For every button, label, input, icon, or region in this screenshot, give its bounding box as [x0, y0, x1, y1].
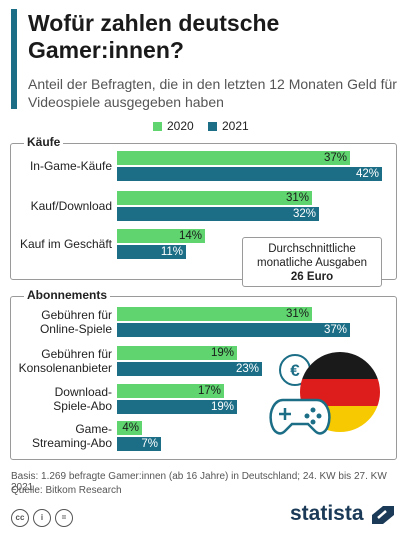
footer-source: Quelle: Bitkom Research — [11, 485, 122, 496]
legend-label-2020: 2020 — [167, 119, 194, 133]
gamepad-illustration: € — [269, 352, 380, 435]
legend-label-2021: 2021 — [222, 119, 249, 133]
legend-item-2021: 2021 — [208, 119, 249, 133]
by-icon: i — [33, 509, 51, 527]
bar-2021 — [117, 207, 319, 221]
section-title-abonnements: Abonnements — [24, 288, 111, 302]
bar-value-label: 23% — [235, 363, 259, 375]
legend: 2020 2021 — [0, 119, 405, 135]
chart-title: Wofür zahlen deutsche Gamer:innen? — [28, 10, 280, 63]
bar-value-label: 37% — [323, 324, 347, 336]
category-label: Kauf/Download — [30, 199, 112, 213]
statista-logo-icon — [372, 506, 394, 524]
bar-2020 — [117, 151, 350, 165]
bar-2020 — [117, 421, 142, 435]
bar-2020 — [117, 191, 312, 205]
category-label: Gebühren für Online-Spiele — [39, 308, 112, 336]
legend-item-2020: 2020 — [153, 119, 194, 133]
bar-value-label: 42% — [355, 168, 379, 180]
bar-2020 — [117, 307, 312, 321]
bar-value-label: 4% — [122, 422, 139, 434]
bar-2021 — [117, 245, 186, 259]
section-title-kaeufe: Käufe — [24, 135, 64, 149]
statista-brand[interactable]: statista — [290, 502, 364, 525]
bar-2020 — [117, 229, 205, 243]
bar-value-label: 7% — [141, 438, 158, 450]
legend-swatch-2021 — [208, 121, 217, 131]
bar-value-label: 17% — [197, 385, 221, 397]
bar-value-label: 14% — [178, 230, 202, 242]
cc-icon: cc — [11, 509, 29, 527]
section-box-kaeufe — [10, 143, 397, 280]
category-label: Kauf im Geschäft — [19, 237, 112, 251]
gamepad-icon — [269, 398, 331, 435]
callout-value: 26 Euro — [290, 271, 334, 283]
bar-2021 — [117, 400, 237, 414]
bar-2021 — [117, 362, 262, 376]
bar-value-label: 31% — [285, 308, 309, 320]
category-label: Game- Streaming-Abo — [31, 422, 112, 450]
bar-value-label: 32% — [292, 208, 316, 220]
bar-2021 — [117, 437, 161, 451]
chart-subtitle: Anteil der Befragten, die in den letzten… — [28, 76, 397, 110]
nd-icon: = — [55, 509, 73, 527]
category-label: Gebühren für Konsolenanbieter — [18, 347, 112, 375]
bar-2021 — [117, 323, 350, 337]
callout-line-2: monatliche Ausgaben — [257, 257, 367, 269]
bar-2021 — [117, 167, 382, 181]
bar-2020 — [117, 346, 237, 360]
bar-value-label: 19% — [210, 401, 234, 413]
bar-value-label: 19% — [210, 347, 234, 359]
section-box-abonnements — [10, 296, 397, 460]
bar-value-label: 11% — [160, 246, 183, 258]
footer-basis: Basis: 1.269 befragte Gamer:innen (ab 16… — [11, 471, 387, 493]
bar-value-label: 31% — [285, 192, 309, 204]
category-label: In-Game-Käufe — [29, 159, 112, 173]
category-label: Download- Spiele-Abo — [53, 385, 112, 413]
average-spending-callout: Durchschnittliche monatliche Ausgaben 26… — [242, 237, 382, 287]
svg-text:€: € — [290, 361, 300, 380]
callout-line-1: Durchschnittliche — [268, 243, 356, 255]
bar-2020 — [117, 384, 224, 398]
bar-value-label: 37% — [323, 152, 347, 164]
legend-swatch-2020 — [153, 121, 162, 131]
title-accent-bar — [11, 9, 17, 109]
